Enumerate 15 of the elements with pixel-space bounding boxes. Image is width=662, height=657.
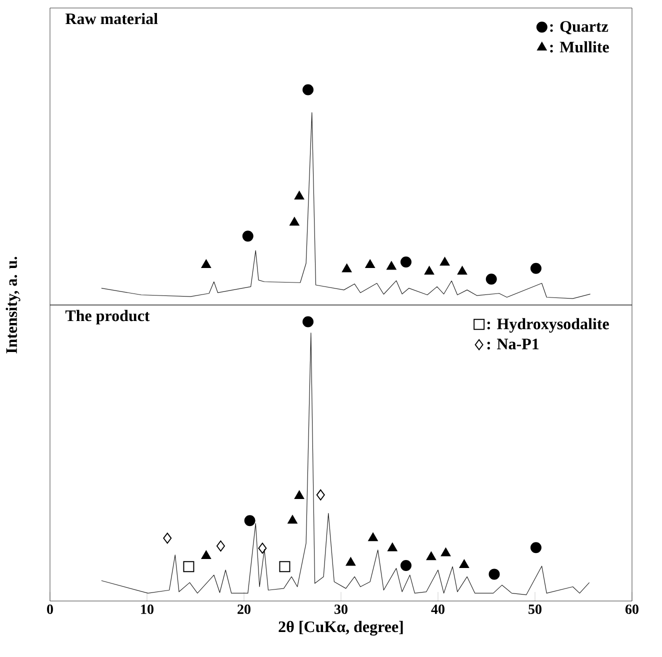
x-tick-label: 30 [334,604,348,614]
x-tick-label: 50 [528,604,542,614]
x-tick-label: 20 [238,604,250,614]
legend-label: : Quartz [550,21,608,34]
x-tick-label: 60 [625,604,638,614]
chart-title: The product [65,310,150,324]
legend-label: : Na-P1 [487,338,539,350]
x-tick-label: 10 [141,604,154,614]
chart-title: Raw material [65,12,158,24]
legend-label: : Mullite [550,41,609,53]
x-tick-label: 40 [431,604,444,614]
y-axis-title: Intensity, a. u. [6,256,20,354]
x-axis-title: 2θ [CuKα, degree] [278,620,403,636]
x-tick-label: 0 [47,604,53,614]
legend-label: : Hydroxysodalite [487,318,609,333]
